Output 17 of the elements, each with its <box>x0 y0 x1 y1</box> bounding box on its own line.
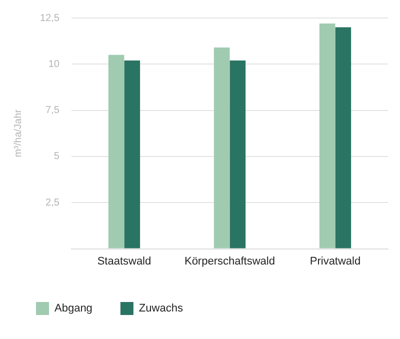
x-tick-label: Privatwald <box>310 255 361 268</box>
bar <box>124 60 140 248</box>
y-tick-label: 7,5 <box>46 105 60 116</box>
bar <box>108 54 124 248</box>
y-tick-label: 10 <box>48 58 60 70</box>
y-tick-label: 2,5 <box>46 197 60 208</box>
bar <box>214 48 230 248</box>
legend-label: Abgang <box>54 302 92 315</box>
x-tick-label: Staatswald <box>97 255 152 268</box>
bar <box>319 24 336 248</box>
y-axis-title: m³/ha/Jahr <box>12 108 24 158</box>
y-tick-label: 5 <box>54 151 60 162</box>
bar <box>335 27 352 248</box>
legend-label: Zuwachs <box>138 302 184 315</box>
x-tick-label: Körperschaftswald <box>184 255 275 268</box>
bar <box>230 60 246 248</box>
y-tick-label: 12,5 <box>40 12 60 24</box>
